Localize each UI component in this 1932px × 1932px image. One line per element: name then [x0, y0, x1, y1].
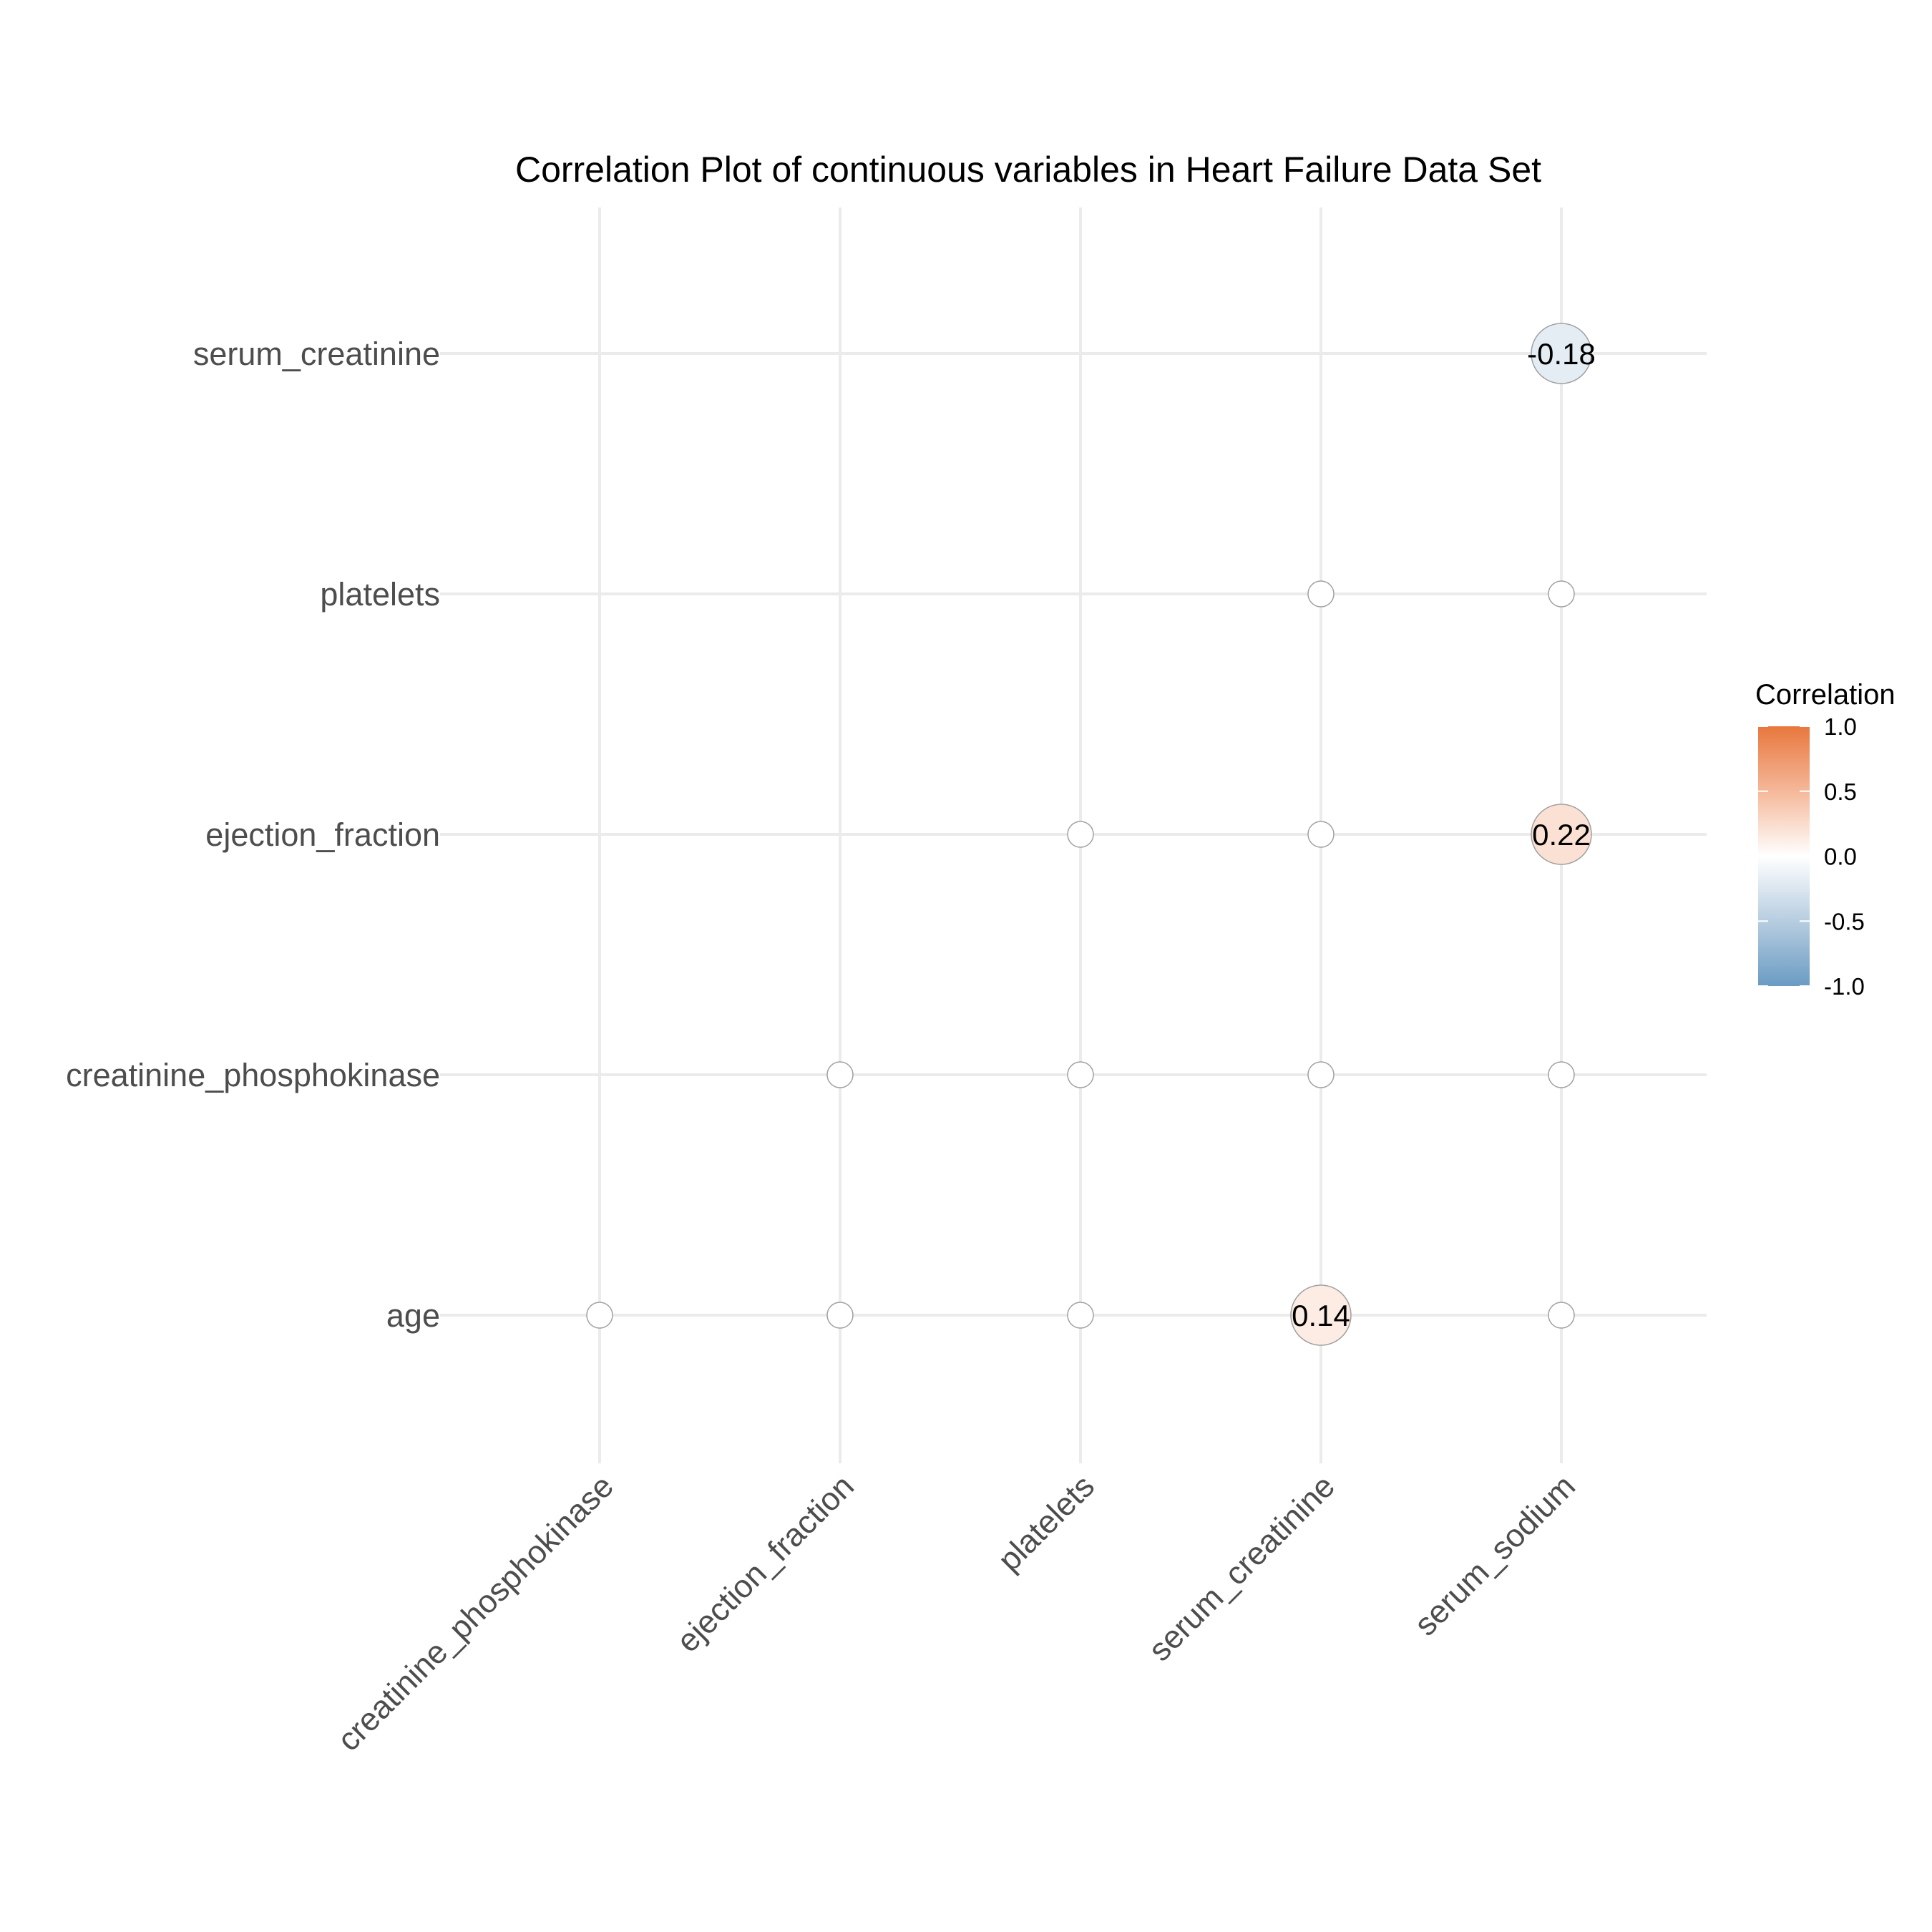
- legend-title: Correlation: [1755, 679, 1896, 711]
- x-tick-label: serum_sodium: [1407, 1468, 1582, 1643]
- correlation-point: [1307, 1061, 1335, 1088]
- color-legend: Correlation 1.0 0.5 0.0 -0.5 -1.0: [1755, 679, 1896, 1000]
- correlation-point: [1067, 1061, 1094, 1088]
- correlation-point: [1067, 1302, 1094, 1329]
- x-tick-label: creatinine_phosphokinase: [330, 1468, 620, 1758]
- x-axis-tick-labels: creatinine_phosphokinase ejection_fractio…: [330, 1468, 1582, 1758]
- data-label: -0.18: [1527, 337, 1596, 371]
- correlation-point: [1067, 821, 1094, 848]
- y-tick-label: serum_creatinine: [193, 336, 440, 372]
- legend-tick-label: 1.0: [1824, 713, 1857, 740]
- correlation-point: [1307, 821, 1335, 848]
- correlation-point: [1531, 804, 1592, 865]
- y-tick-label: creatinine_phosphokinase: [66, 1057, 440, 1093]
- y-tick-label: platelets: [320, 576, 440, 613]
- y-tick-label: ejection_fraction: [205, 816, 440, 853]
- legend-ticks: 1.0 0.5 0.0 -0.5 -1.0: [1758, 713, 1865, 1000]
- legend-tick-label: 0.0: [1824, 844, 1857, 870]
- correlation-point: [1548, 1061, 1575, 1088]
- correlation-point: [1531, 323, 1592, 384]
- correlation-points: 0.14 0.22 -0.18: [586, 323, 1596, 1346]
- data-label: 0.14: [1292, 1299, 1350, 1332]
- correlation-point: [1290, 1284, 1352, 1346]
- chart-title: Correlation Plot of continuous variables…: [515, 150, 1541, 190]
- x-tick-label: platelets: [990, 1468, 1101, 1579]
- correlation-point: [1307, 580, 1335, 608]
- y-axis-tick-labels: age creatinine_phosphokinase ejection_frac…: [66, 336, 440, 1334]
- correlation-point: [826, 1061, 854, 1088]
- legend-tick-label: 0.5: [1824, 779, 1857, 805]
- correlation-point: [1548, 580, 1575, 608]
- legend-tick-label: -1.0: [1824, 973, 1865, 1000]
- y-tick-label: age: [386, 1297, 440, 1334]
- x-tick-label: ejection_fraction: [669, 1468, 861, 1659]
- correlation-point: [586, 1302, 613, 1329]
- x-tick-label: serum_creatinine: [1141, 1468, 1342, 1668]
- correlation-point: [826, 1302, 854, 1329]
- legend-tick-label: -0.5: [1824, 908, 1865, 935]
- correlation-point: [1548, 1302, 1575, 1329]
- data-label: 0.22: [1532, 818, 1591, 852]
